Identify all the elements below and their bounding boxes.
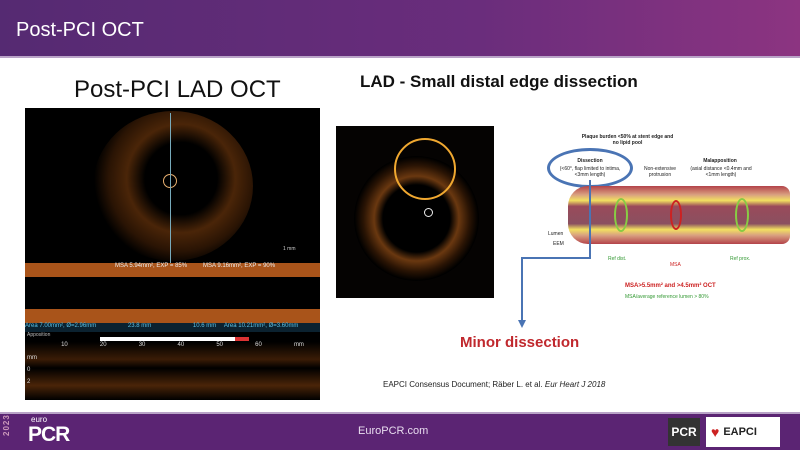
- tick: 20: [99, 342, 107, 348]
- scale-label: 1 mm: [283, 246, 296, 252]
- msa-ring: [670, 200, 682, 230]
- msa-label: MSA: [670, 262, 681, 268]
- brand-logo: PCR: [28, 423, 70, 446]
- area-right: Area 10.21mm², Ø=3.60mm: [223, 323, 299, 329]
- apposition-bar-red: [235, 337, 249, 341]
- guide-line: [170, 113, 171, 263]
- tick: mm: [293, 342, 304, 348]
- depth-tick: 2: [27, 379, 31, 385]
- tick: 40: [177, 342, 185, 348]
- tick: 10: [61, 342, 68, 348]
- slide-title: Post-PCI OCT: [16, 19, 144, 41]
- protrusion-label: Non-extensive protrusion: [644, 166, 676, 178]
- criteria-2: MSA/average reference lumen > 80%: [625, 294, 709, 300]
- area-left: Area 7.00mm², Ø=2.96mm: [25, 323, 97, 329]
- dissection-highlight-circle: [394, 138, 456, 200]
- apposition-label: Apposition: [27, 332, 51, 338]
- brand-small: euro: [31, 415, 48, 424]
- longitudinal-view: MSA 5.94mm², EXP = 85% MSA 9.16mm², EXP …: [25, 263, 320, 323]
- oct-image-dissection: [336, 126, 494, 298]
- apposition-bar: [100, 337, 235, 341]
- citation-text: EAPCI Consensus Document; Räber L. et al…: [383, 380, 545, 389]
- ref-prox-ring: [735, 198, 749, 232]
- ref-dist-ring: [614, 198, 628, 232]
- msa-label-2: MSA 9.16mm², EXP = 90%: [203, 263, 276, 269]
- ref-dist-label: Ref dist.: [608, 256, 627, 262]
- footer-bar: 2023 euro PCR EuroPCR.com PCR ♥ EAPCI: [0, 412, 800, 450]
- pcr-logo: PCR: [668, 418, 700, 446]
- lumen-label: Lumen: [548, 231, 564, 237]
- oct-image-left: 1 mm MSA 5.94mm², EXP = 85% MSA 9.16mm²,…: [25, 108, 320, 400]
- tick: 50: [216, 342, 223, 348]
- tick: 60: [255, 342, 262, 348]
- tick: 30: [138, 342, 146, 348]
- length-2: 10.6 mm: [192, 323, 217, 329]
- lumen-profile: 10 20 30 40 50 60 mm mm 0 2: [25, 342, 320, 400]
- eapci-text: EAPCI: [723, 426, 757, 438]
- msa-label-1: MSA 5.94mm², EXP = 85%: [115, 263, 188, 269]
- length-1: 23.8 mm: [127, 323, 152, 329]
- dissection-title: Dissection: [577, 158, 603, 164]
- malapposition-title: Malapposition: [703, 158, 737, 164]
- plaque-label: Plaque burden <50% at stent edge and no …: [581, 134, 674, 146]
- stent-edge-diagram: Plaque burden <50% at stent edge and no …: [520, 128, 790, 306]
- depth-tick: 0: [27, 367, 31, 373]
- depth-tick: mm: [27, 355, 37, 361]
- citation: EAPCI Consensus Document; Räber L. et al…: [383, 380, 605, 389]
- footer-url[interactable]: EuroPCR.com: [358, 425, 429, 437]
- eapci-logo: ♥ EAPCI: [706, 417, 780, 447]
- criteria-1: MSA>5.5mm² and >4.5mm² OCT: [625, 283, 716, 289]
- malapposition-text: (axial distance <0.4mm and <1mm length): [690, 166, 752, 178]
- eem-label: EEM: [553, 241, 564, 247]
- year-label: 2023: [2, 414, 11, 436]
- minor-dissection-label: Minor dissection: [460, 334, 580, 351]
- left-title: Post-PCI LAD OCT: [74, 76, 281, 103]
- dissection-text: (<60°, flap limited to intima, <3mm leng…: [559, 166, 621, 178]
- measurement-bar: Area 7.00mm², Ø=2.96mm 23.8 mm 10.6 mm A…: [25, 323, 320, 332]
- right-title: LAD - Small distal edge dissection: [360, 72, 638, 91]
- catheter-ring: [424, 208, 433, 217]
- citation-journal: Eur Heart J 2018: [544, 380, 606, 389]
- header-bar: Post-PCI OCT: [0, 0, 800, 58]
- heart-icon: ♥: [711, 424, 720, 440]
- ref-prox-label: Ref prox.: [730, 256, 751, 262]
